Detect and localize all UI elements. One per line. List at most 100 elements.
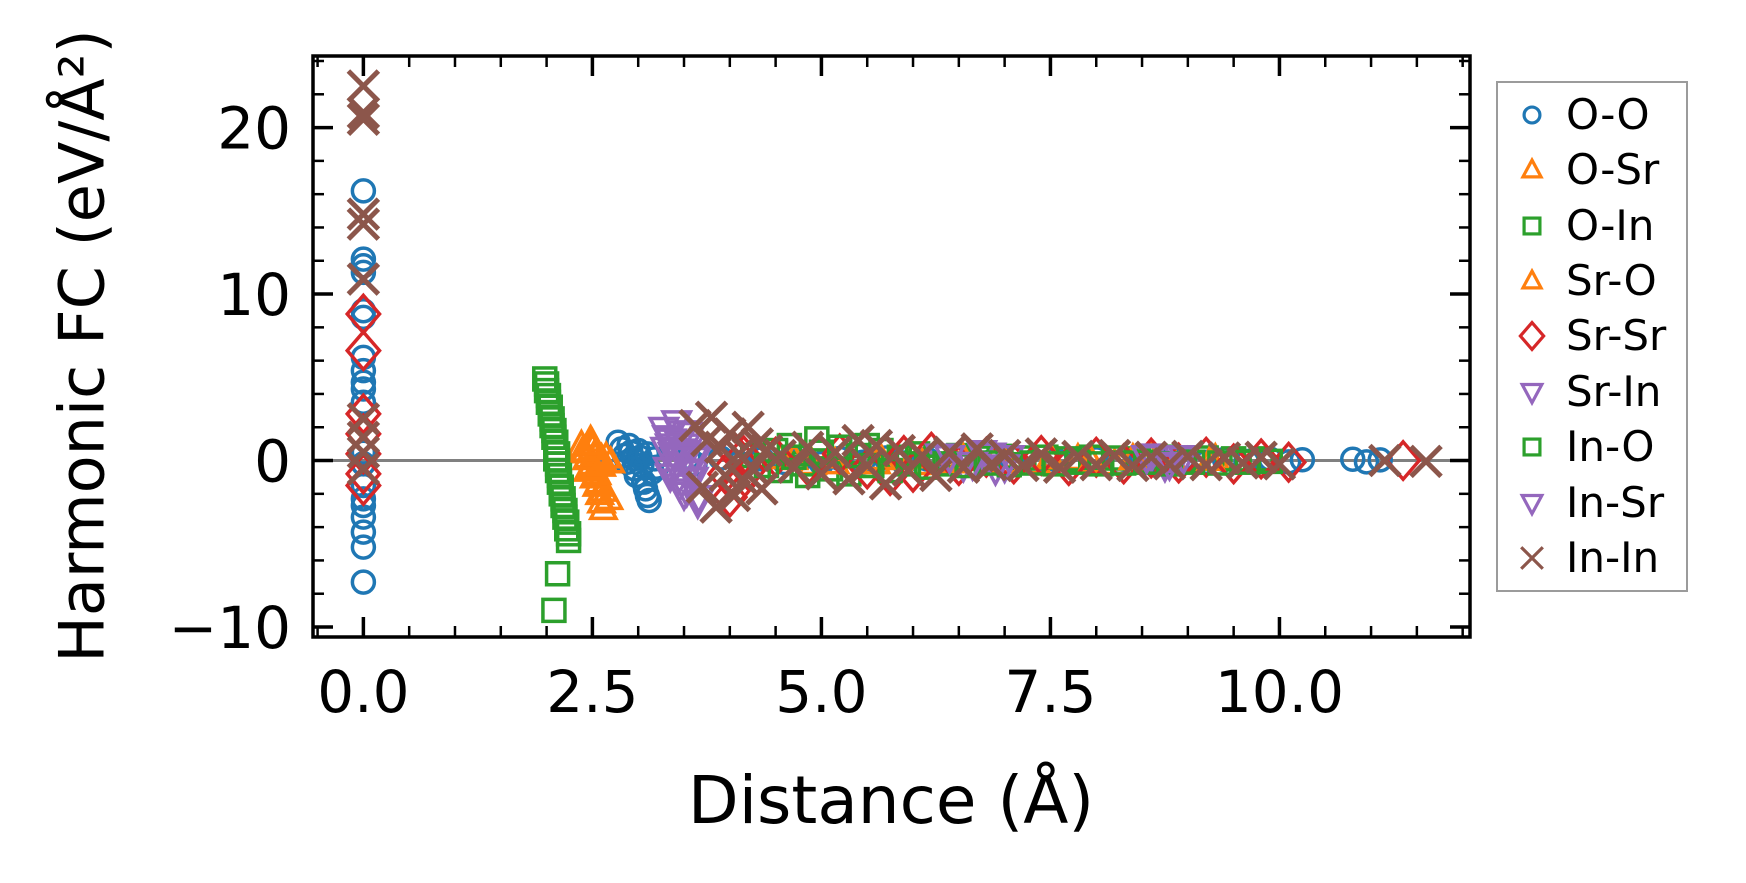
y-tick-label: 0 [254,428,291,496]
series-In-In [346,69,1443,524]
data-point-marker [946,450,981,484]
data-point-marker [1520,267,1544,290]
data-point-marker [346,420,381,454]
legend-item-label: Sr-Sr [1566,311,1667,361]
data-point-marker [868,467,903,501]
plot-border [311,54,1472,639]
y-tick-label: 10 [217,261,291,329]
data-point-marker [576,426,608,456]
data-point-marker [350,259,377,286]
x-tick-label: 0.0 [317,658,409,726]
data-point-marker [350,376,377,402]
data-point-marker [685,470,720,504]
legend-item-In-In: In-In [1512,537,1686,579]
x-tick-label: 2.5 [546,658,638,726]
data-point-marker [1339,446,1366,472]
data-point-marker [919,458,953,493]
x-tick-label: 5.0 [775,658,867,726]
x-tick-label: 10.0 [1215,658,1344,726]
data-point-marker [346,207,381,241]
legend-item-label: Sr-In [1566,366,1662,416]
legend-item-label: O-O [1566,89,1650,139]
legend-item-label: In-In [1566,533,1660,583]
data-point-marker [731,410,765,445]
data-point-marker [544,560,571,587]
data-point-marker [1171,439,1205,474]
data-point-marker [350,439,377,465]
legend-item-Sr-Sr: Sr-Sr [1512,315,1686,357]
data-point-marker [1409,444,1443,479]
data-point-marker [1520,546,1544,571]
data-point-marker [1522,216,1542,236]
data-point-marker [593,481,625,511]
data-point-marker [350,519,377,545]
legend-marker-icon [1518,320,1546,353]
data-point-marker [713,417,747,451]
legend-marker-icon [1520,267,1544,290]
data-point-marker [987,438,1022,473]
data-point-marker [1061,439,1095,474]
data-point-marker [717,478,752,513]
y-tick-label: −10 [169,594,291,662]
data-point-marker [350,357,377,384]
data-point-marker [346,95,381,130]
data-point-marker [1134,440,1168,474]
data-point-marker [636,487,662,514]
data-point-marker [1042,450,1077,484]
data-point-marker [350,569,377,595]
data-point-marker [350,534,377,560]
x-tick-label: 7.5 [1004,658,1096,726]
legend-item-label: In-O [1566,422,1655,472]
data-point-marker [344,452,382,496]
data-point-marker [350,486,377,512]
data-point-marker [1518,320,1546,353]
legend-item-label: O-In [1566,200,1655,250]
legend-marker-icon [1519,382,1545,407]
legend-marker-icon [1522,105,1542,125]
data-point-marker [818,435,852,469]
data-point-marker [346,69,381,103]
data-point-marker [1520,156,1544,179]
legend-item-In-Sr: In-Sr [1512,477,1686,527]
legend-item-O-O: O-O [1512,89,1686,139]
y-tick-label: 20 [217,95,291,163]
legend-item-label: Sr-O [1566,256,1657,306]
data-point-marker [1367,447,1393,473]
data-point-marker [832,462,866,496]
legend-marker-icon [1520,546,1544,571]
y-axis-label: Harmonic FC (eV/Å²) [45,29,119,663]
data-point-marker [1368,443,1402,478]
legend-item-label: In-Sr [1566,477,1665,527]
data-point-marker [661,468,695,500]
data-point-marker [1353,449,1380,475]
legend-marker-icon [1522,437,1542,457]
legend-item-Sr-O: Sr-O [1512,260,1686,302]
legend-item-Sr-In: Sr-In [1512,366,1686,416]
legend: O-O O-Sr O-In Sr-O Sr-Sr Sr-In In-O [1496,81,1688,592]
legend-marker-icon [1520,156,1544,179]
data-point-marker [1116,448,1150,483]
data-point-marker [777,450,811,484]
data-point-marker [555,521,582,547]
series-O-O [350,178,1393,595]
legend-item-In-O: In-O [1512,426,1686,468]
data-point-marker [346,197,381,231]
data-point-marker [350,178,377,204]
data-point-marker [344,329,382,373]
data-point-marker [1262,447,1297,481]
legend-item-O-In: O-In [1512,200,1686,250]
data-point-marker [790,430,825,464]
axis-ticks [313,56,1470,637]
legend-item-O-Sr: O-Sr [1512,149,1686,191]
data-point-marker [1097,438,1132,473]
x-axis-label: Distance (Å) [687,762,1095,839]
data-point-marker [1244,440,1278,474]
data-point-marker [895,451,922,477]
data-point-marker [1152,447,1187,481]
data-point-marker [1270,440,1308,484]
data-point-marker [350,246,377,272]
data-point-marker [346,452,381,486]
legend-marker-icon [1519,493,1545,517]
